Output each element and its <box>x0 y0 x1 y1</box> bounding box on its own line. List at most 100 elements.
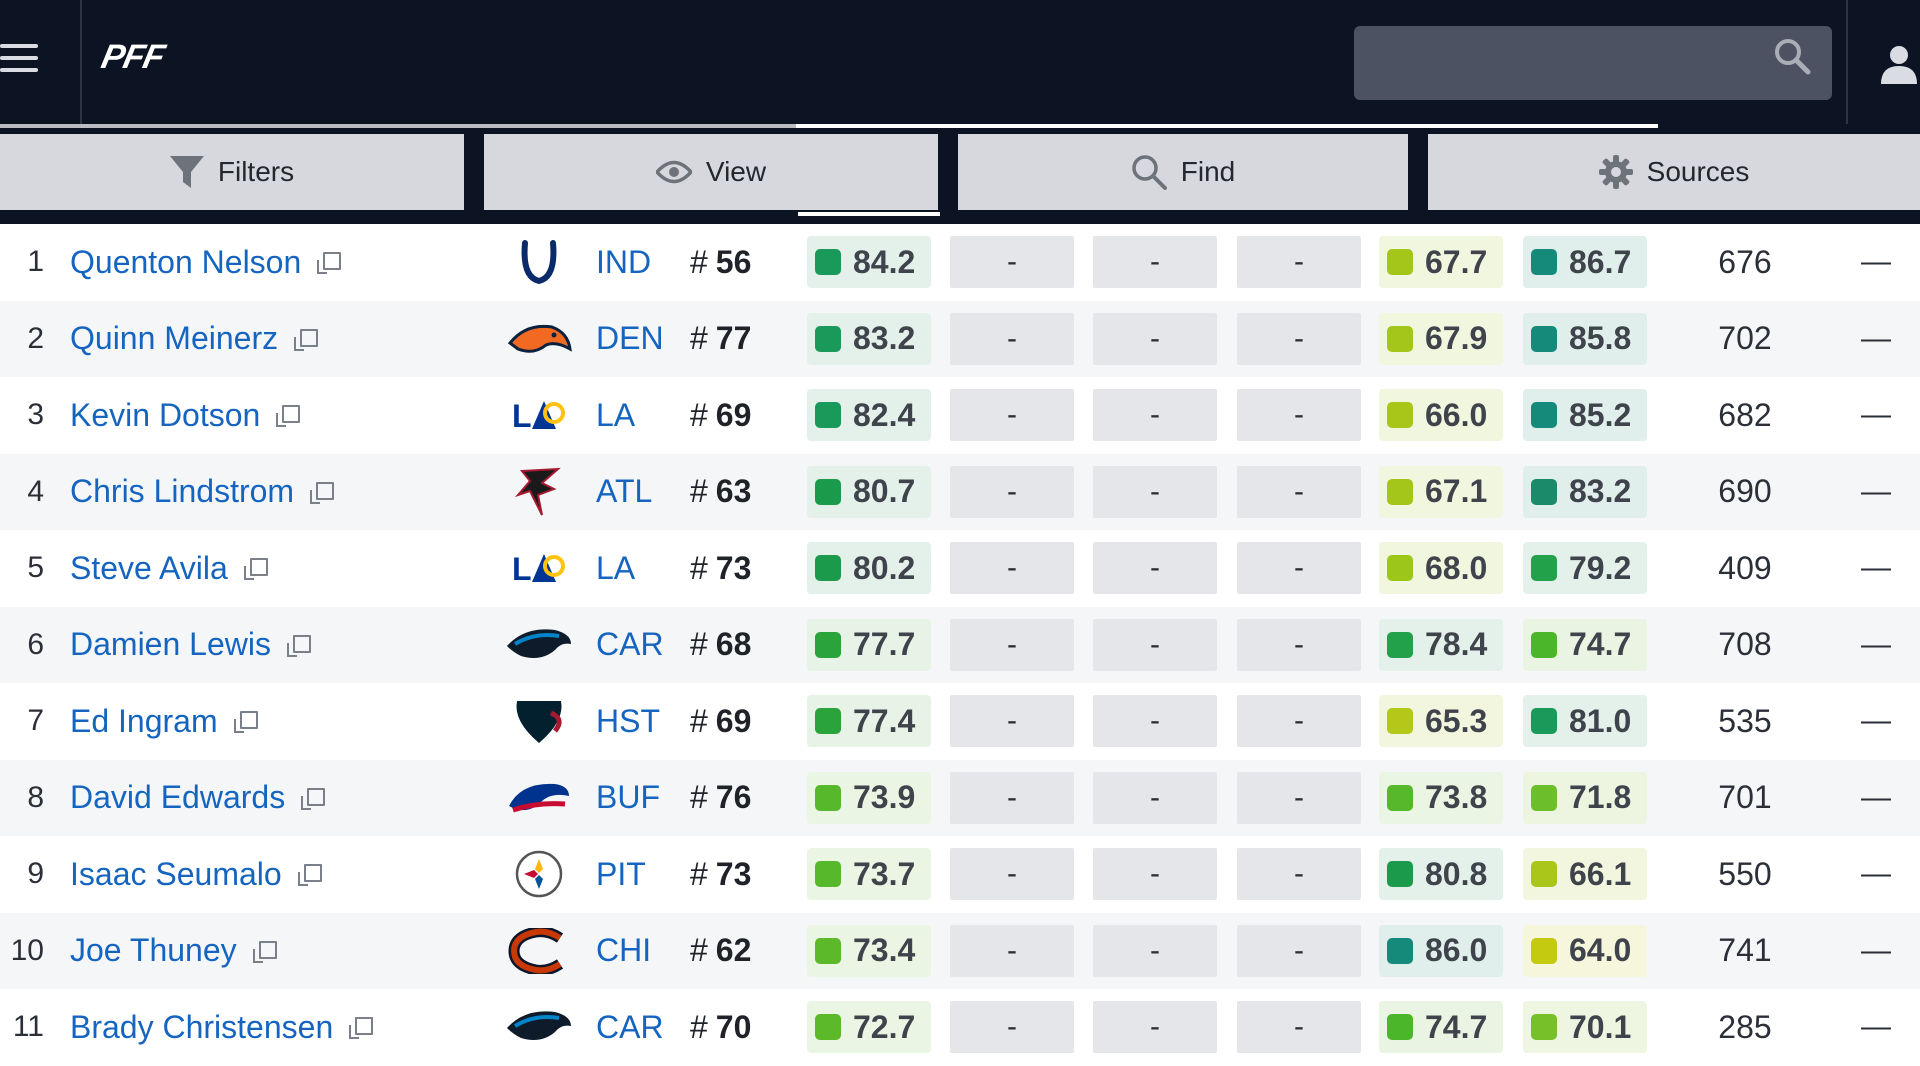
filters-button[interactable]: Filters <box>0 134 464 210</box>
rank-cell: 11 <box>12 1010 44 1044</box>
player-name[interactable]: Kevin Dotson <box>70 396 261 433</box>
empty-grade-cell: - <box>1237 389 1361 441</box>
open-in-new-icon[interactable] <box>294 328 319 351</box>
player-name[interactable]: Damien Lewis <box>70 626 271 663</box>
open-in-new-icon[interactable] <box>243 558 268 581</box>
jersey-number: #62 <box>690 913 751 990</box>
jersey-number-value: 73 <box>715 855 752 892</box>
pff-logo[interactable]: PFF <box>98 38 168 76</box>
player-name[interactable]: Chris Lindstrom <box>70 473 295 510</box>
player-name[interactable]: Steve Avila <box>70 549 228 586</box>
player-name-link[interactable]: Joe Thuney <box>70 913 277 990</box>
grade-cell: 66.1 <box>1523 848 1647 900</box>
snaps-cell: 409 <box>1718 549 1772 586</box>
empty-grade-cell: - <box>1093 389 1217 441</box>
trend-cell: — <box>1861 627 1891 661</box>
jersey-number-value: 69 <box>715 702 752 739</box>
menu-icon[interactable] <box>0 44 40 72</box>
open-in-new-icon[interactable] <box>297 864 322 887</box>
open-in-new-icon[interactable] <box>276 405 301 428</box>
player-name[interactable]: Ed Ingram <box>70 702 218 739</box>
jersey-number-prefix: # <box>690 932 708 969</box>
grade-color-swatch <box>1531 478 1557 505</box>
open-in-new-icon[interactable] <box>233 711 258 734</box>
team-link[interactable]: PIT <box>596 855 646 892</box>
player-name[interactable]: Joe Thuney <box>70 932 237 969</box>
snaps-cell: 690 <box>1718 473 1772 510</box>
rank-cell: 2 <box>27 321 44 355</box>
grade-cell: 80.8 <box>1379 848 1503 900</box>
empty-grade-cell: - <box>1093 236 1217 288</box>
grade-color-swatch <box>815 937 841 964</box>
team-link[interactable]: CAR <box>596 1008 664 1045</box>
grade-color-swatch <box>815 555 841 581</box>
empty-grade-cell: - <box>1237 771 1361 824</box>
player-name-link[interactable]: Kevin Dotson <box>70 377 301 454</box>
jersey-number-value: 70 <box>715 1008 752 1045</box>
team-link[interactable]: CAR <box>596 626 664 663</box>
player-name[interactable]: Brady Christensen <box>70 1008 334 1045</box>
grade-cell: 86.0 <box>1379 924 1503 977</box>
player-name-link[interactable]: Damien Lewis <box>70 607 311 684</box>
empty-grade-cell: - <box>1237 542 1361 594</box>
player-name-link[interactable]: Isaac Seumalo <box>70 836 322 913</box>
view-button[interactable]: View <box>484 134 938 210</box>
trend-cell: — <box>1861 398 1891 432</box>
empty-grade-cell: - <box>950 542 1074 594</box>
rank-cell: 4 <box>27 474 44 508</box>
user-icon[interactable] <box>1878 44 1920 84</box>
grade-cell: 77.4 <box>807 695 931 747</box>
trend-cell: — <box>1861 245 1891 279</box>
player-name[interactable]: Isaac Seumalo <box>70 855 282 892</box>
steelers-icon <box>504 836 574 913</box>
player-name[interactable]: Quinn Meinerz <box>70 320 279 357</box>
scroll-indicator-thumb[interactable] <box>796 124 1658 128</box>
team-link[interactable]: IND <box>596 243 652 280</box>
grade-color-swatch <box>815 708 841 734</box>
team-link[interactable]: BUF <box>596 779 660 816</box>
grade-color-swatch <box>815 784 841 811</box>
team-link[interactable]: CHI <box>596 932 652 969</box>
grade-color-swatch <box>815 861 841 887</box>
player-name-link[interactable]: Ed Ingram <box>70 683 258 760</box>
open-in-new-icon[interactable] <box>349 1017 374 1040</box>
search-input[interactable] <box>1354 26 1832 100</box>
snaps-cell: 708 <box>1718 626 1772 663</box>
player-name-link[interactable]: Brady Christensen <box>70 989 374 1066</box>
search-icon[interactable] <box>1772 36 1812 76</box>
team-link[interactable]: DEN <box>596 320 664 357</box>
grade-cell: 85.2 <box>1523 389 1647 441</box>
grade-cell: 80.2 <box>807 542 931 594</box>
player-name-link[interactable]: Quenton Nelson <box>70 224 342 301</box>
find-button[interactable]: Find <box>958 134 1408 210</box>
team-link[interactable]: HST <box>596 702 660 739</box>
player-name-link[interactable]: David Edwards <box>70 760 326 837</box>
filters-label: Filters <box>217 156 295 187</box>
grade-value: 80.2 <box>853 549 916 586</box>
trend-cell: — <box>1861 321 1891 355</box>
empty-grade-cell: - <box>1093 771 1217 824</box>
player-name[interactable]: David Edwards <box>70 779 286 816</box>
svg-text:L: L <box>512 551 532 587</box>
open-in-new-icon[interactable] <box>317 252 342 275</box>
open-in-new-icon[interactable] <box>252 940 277 963</box>
player-name-link[interactable]: Chris Lindstrom <box>70 454 335 531</box>
open-in-new-icon[interactable] <box>286 634 311 657</box>
player-name-link[interactable]: Quinn Meinerz <box>70 301 319 378</box>
grade-color-swatch <box>1387 249 1413 275</box>
team-link[interactable]: LA <box>596 549 636 586</box>
grade-value: 85.2 <box>1569 396 1632 433</box>
snaps-cell: 682 <box>1718 396 1772 433</box>
team-link[interactable]: ATL <box>596 473 653 510</box>
open-in-new-icon[interactable] <box>301 787 326 810</box>
trend-cell: — <box>1861 474 1891 508</box>
team-link[interactable]: LA <box>596 396 636 433</box>
open-in-new-icon[interactable] <box>310 481 335 504</box>
sources-button[interactable]: Sources <box>1428 134 1920 210</box>
gear-icon <box>1598 155 1633 189</box>
trend-cell: — <box>1861 1010 1891 1044</box>
grade-value: 78.4 <box>1425 626 1488 662</box>
player-name-link[interactable]: Steve Avila <box>70 530 268 607</box>
player-name[interactable]: Quenton Nelson <box>70 243 302 280</box>
jersey-number: #73 <box>690 836 751 913</box>
